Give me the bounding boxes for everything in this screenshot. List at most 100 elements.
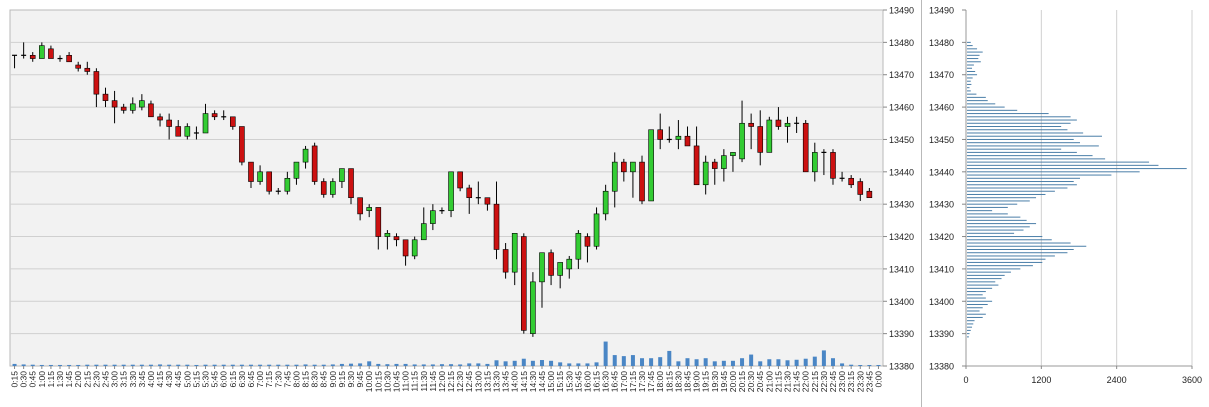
- time-x-tick-label: 7:45: [282, 371, 292, 388]
- candle: [320, 178, 327, 198]
- time-x-tick-label: 5:15: [191, 371, 201, 388]
- candle: [593, 207, 600, 250]
- candle: [229, 116, 236, 130]
- candle-body: [84, 67, 91, 72]
- volume-bar: [658, 357, 663, 366]
- candle: [484, 197, 491, 211]
- candle-body: [448, 171, 454, 211]
- candle: [748, 113, 754, 150]
- volume-bar: [103, 364, 108, 366]
- volume-bar: [158, 364, 163, 366]
- profile-bar: [967, 45, 973, 47]
- time-x-tick-label: 18:45: [682, 371, 692, 393]
- time-x-tick-label: 11:45: [428, 371, 438, 392]
- time-x-tick-label: 16:45: [610, 371, 620, 393]
- volume-bar: [94, 364, 99, 366]
- candle-body: [248, 161, 254, 182]
- time-x-tick-label: 22:30: [819, 371, 829, 393]
- volume-bar: [303, 364, 308, 366]
- candle: [366, 204, 373, 218]
- volume-bar: [248, 364, 253, 366]
- time-x-tick-label: 8:30: [310, 371, 320, 388]
- volume-bar: [112, 364, 117, 366]
- candle: [666, 126, 672, 143]
- profile-bar: [967, 74, 978, 76]
- candle-body: [457, 171, 463, 189]
- candle: [794, 116, 800, 133]
- volume-bar: [67, 364, 72, 366]
- volume-bar: [530, 360, 535, 366]
- volume-bar: [403, 363, 408, 366]
- candle: [520, 233, 527, 334]
- profile-y-tick-label: 13490: [929, 6, 954, 16]
- time-x-tick-label: 13:45: [501, 371, 511, 393]
- profile-y-tick-label: 13380: [929, 362, 954, 372]
- candle: [12, 54, 18, 69]
- candle: [621, 158, 627, 182]
- time-x-tick-label: 10:45: [391, 371, 401, 393]
- time-x-tick-label: 23:00: [837, 371, 847, 393]
- volume-bar: [139, 364, 144, 366]
- price-y-tick-label: 13430: [889, 200, 914, 210]
- price-y-tick-label: 13450: [889, 135, 914, 145]
- volume-bar: [876, 365, 881, 366]
- volume-bar: [785, 360, 790, 366]
- time-x-tick-label: 1:45: [64, 371, 74, 388]
- profile-y-tick-label: 13420: [929, 232, 954, 242]
- candle-body: [466, 187, 473, 199]
- profile-bar: [967, 281, 996, 283]
- profile-bar: [967, 323, 974, 325]
- volume-bar: [394, 363, 399, 366]
- volume-bar: [576, 363, 581, 366]
- profile-bar: [967, 77, 973, 79]
- volume-bar: [312, 364, 317, 366]
- time-x-tick-label: 15:45: [573, 371, 583, 393]
- time-x-tick-label: 0:45: [28, 371, 38, 388]
- candle: [184, 123, 191, 140]
- volume-bar: [740, 358, 745, 366]
- candle: [848, 175, 854, 188]
- candle-body: [166, 119, 172, 127]
- candle: [457, 171, 463, 192]
- volume-bar: [867, 365, 872, 366]
- price-y-tick-label: 13390: [889, 329, 914, 339]
- candle-body: [711, 161, 718, 169]
- time-x-tick-label: 19:45: [719, 371, 729, 393]
- profile-bar: [967, 177, 1080, 179]
- candle: [730, 152, 736, 172]
- candle: [275, 188, 281, 195]
- candle-body: [493, 203, 500, 250]
- volume-bar: [849, 364, 854, 366]
- candle-body: [302, 148, 309, 163]
- time-x-tick-label: 13:00: [473, 371, 483, 393]
- volume-bar: [85, 364, 90, 366]
- time-x-tick-label: 20:00: [728, 371, 738, 393]
- profile-bar: [967, 187, 1068, 189]
- volume-bar: [494, 360, 499, 366]
- time-x-tick-label: 9:30: [346, 371, 356, 388]
- candle: [830, 149, 836, 185]
- profile-bar: [967, 223, 1037, 225]
- profile-bar: [967, 41, 971, 43]
- price-y-tick-label: 13470: [889, 70, 914, 80]
- candle-body: [348, 168, 354, 199]
- profile-bar: [967, 64, 974, 66]
- volume-bar: [294, 364, 299, 366]
- profile-bar: [967, 90, 971, 92]
- candle-body: [420, 223, 427, 241]
- time-x-tick-label: 15:00: [546, 371, 556, 393]
- candle: [302, 145, 309, 169]
- profile-x-tick-label: 2400: [1107, 375, 1127, 385]
- candle: [630, 161, 636, 198]
- candle: [420, 207, 427, 241]
- candle-body: [257, 171, 263, 182]
- time-x-tick-label: 7:15: [264, 371, 274, 388]
- candle: [39, 42, 45, 59]
- candle: [84, 61, 91, 75]
- candle-body: [811, 152, 818, 173]
- volume-bar: [758, 361, 763, 366]
- time-x-tick-label: 23:30: [855, 371, 865, 393]
- volume-bar: [640, 358, 645, 366]
- candle-body: [102, 93, 109, 101]
